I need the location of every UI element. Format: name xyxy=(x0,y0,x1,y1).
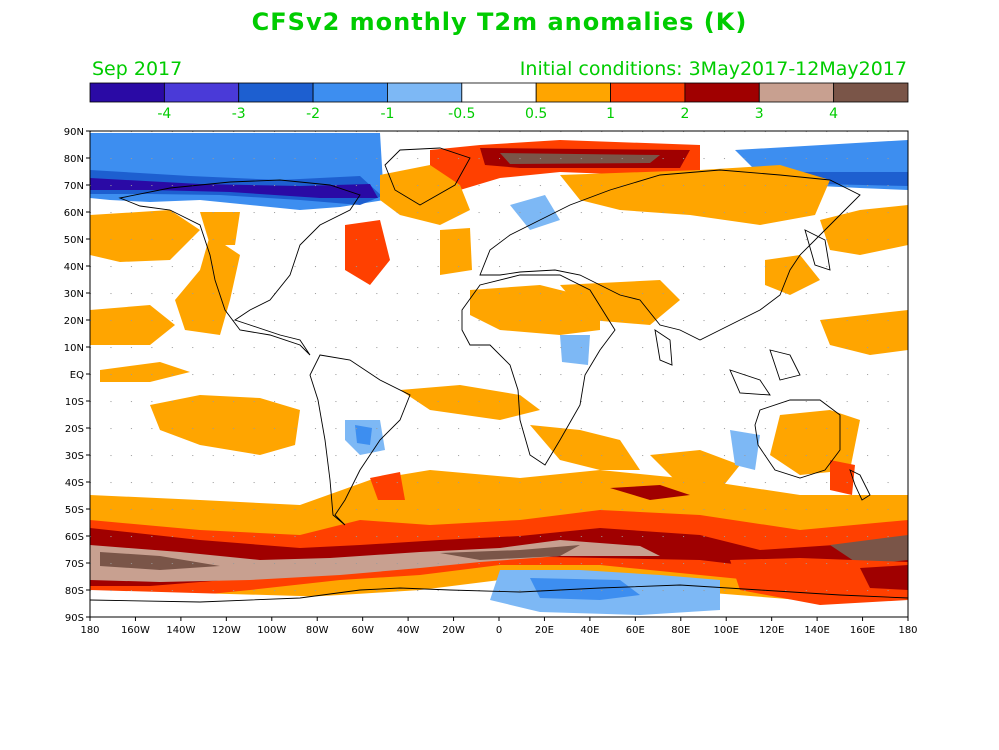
longitude-label: 160E xyxy=(850,625,875,636)
latitude-label: 80S xyxy=(65,586,84,597)
latitude-label: 60S xyxy=(65,532,84,543)
longitude-label: 60E xyxy=(626,625,645,636)
latitude-label: 20N xyxy=(64,316,84,327)
latitude-label: 70S xyxy=(65,559,84,570)
colorbar-label: -0.5 xyxy=(448,106,475,122)
longitude-label: 160W xyxy=(121,625,150,636)
longitude-label: 60W xyxy=(351,625,374,636)
latitude-label: 50S xyxy=(65,505,84,516)
longitude-label: 180 xyxy=(80,625,99,636)
longitude-label: 100E xyxy=(714,625,739,636)
latitude-label: 80N xyxy=(64,154,84,165)
colorbar-label: -1 xyxy=(380,106,394,122)
longitude-axis: 180 160W 140W 120W 100W 80W 60W 40W 20W 0 20E 40E 60… xyxy=(80,617,918,636)
colorbar-label: -3 xyxy=(232,106,246,122)
longitude-label: 120E xyxy=(759,625,784,636)
colorbar-label: 0.5 xyxy=(525,106,547,122)
colorbar-swatch xyxy=(833,82,909,103)
map-title: CFSv2 monthly T2m anomalies (K) xyxy=(251,8,748,36)
latitude-label: 40S xyxy=(65,478,84,489)
initial-conditions-label: Initial conditions: 3May2017-12May2017 xyxy=(519,58,907,80)
latitude-label: 90S xyxy=(65,613,84,624)
colorbar-swatch xyxy=(238,82,314,103)
latitude-label: 10N xyxy=(64,343,84,354)
latitude-label: 90N xyxy=(64,127,84,138)
latitude-label: 20S xyxy=(65,424,84,435)
latitude-label: 70N xyxy=(64,181,84,192)
longitude-label: 20E xyxy=(535,625,554,636)
latitude-label: 10S xyxy=(65,397,84,408)
latitude-label: 50N xyxy=(64,235,84,246)
colorbar-swatch xyxy=(461,82,537,103)
longitude-label: 140E xyxy=(804,625,829,636)
colorbar-swatch xyxy=(312,82,388,103)
longitude-label: 120W xyxy=(212,625,241,636)
colorbar-label: 2 xyxy=(680,106,689,122)
latitude-label: EQ xyxy=(70,370,84,381)
colorbar-label: 3 xyxy=(755,106,764,122)
longitude-label: 20W xyxy=(442,625,465,636)
longitude-label: 80W xyxy=(306,625,329,636)
valid-month-label: Sep 2017 xyxy=(92,58,183,80)
longitude-label: 180 xyxy=(898,625,917,636)
latitude-label: 30N xyxy=(64,289,84,300)
colorbar: -4 -3 -2 -1 -0.5 0.5 1 2 3 4 xyxy=(89,82,909,122)
longitude-label: 80E xyxy=(671,625,690,636)
coastlines xyxy=(90,147,908,603)
colorbar-swatch xyxy=(163,82,240,103)
latitude-axis: 90N 80N 70N 60N 50N 40N 30N 20N 10N EQ 10S 20S 30S 40… xyxy=(64,127,90,624)
colorbar-swatch xyxy=(535,82,611,103)
colorbar-swatch xyxy=(610,82,686,103)
longitude-label: 100W xyxy=(257,625,286,636)
colorbar-label: 4 xyxy=(829,106,838,122)
colorbar-swatch xyxy=(89,82,165,103)
colorbar-label: 1 xyxy=(606,106,615,122)
longitude-label: 140W xyxy=(166,625,195,636)
longitude-label: 0 xyxy=(496,625,502,636)
latitude-label: 30S xyxy=(65,451,84,462)
map-panel xyxy=(90,131,908,617)
colorbar-swatch xyxy=(387,82,463,103)
latitude-label: 60N xyxy=(64,208,84,219)
latitude-label: 40N xyxy=(64,262,84,273)
colorbar-swatch xyxy=(758,82,835,103)
longitude-label: 40W xyxy=(397,625,420,636)
colorbar-label: -2 xyxy=(306,106,320,122)
longitude-label: 40E xyxy=(580,625,599,636)
colorbar-label: -4 xyxy=(157,106,171,122)
colorbar-swatch xyxy=(684,82,760,103)
